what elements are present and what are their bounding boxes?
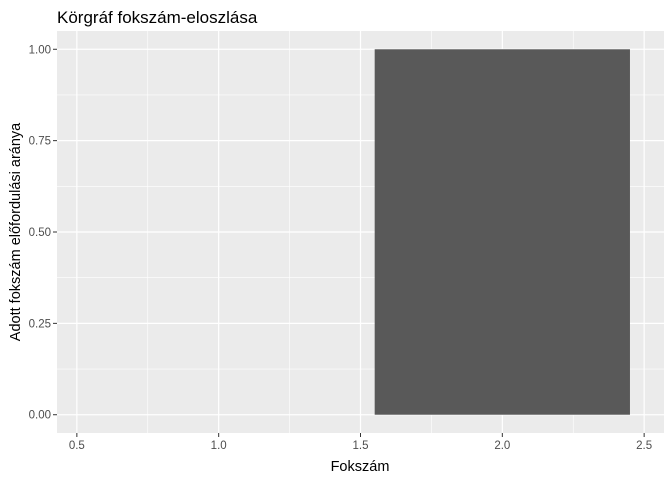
x-tick-label: 0.5 [69,440,85,452]
x-axis: 0.5 1.0 1.5 2.0 2.5 [69,433,652,452]
y-tick-label: 1.00 [29,44,51,56]
x-tick-label: 2.0 [494,440,510,452]
y-axis-title: Adott fokszám előfordulási aránya [8,122,24,341]
x-tick-label: 1.0 [211,440,227,452]
y-tick-label: 0.50 [29,227,51,239]
y-tick-label: 0.00 [29,410,51,422]
x-tick-label: 2.5 [636,440,652,452]
bar [374,49,630,415]
chart-title: Körgráf fokszám-eloszlása [57,8,258,27]
y-tick-label: 0.25 [29,318,51,330]
x-axis-title: Fokszám [331,459,390,475]
y-axis: 0.00 0.25 0.50 0.75 1.00 [29,44,57,422]
grid-major [57,31,664,433]
x-tick-label: 1.5 [353,440,369,452]
y-tick-label: 0.75 [29,136,51,148]
bars [374,49,630,415]
